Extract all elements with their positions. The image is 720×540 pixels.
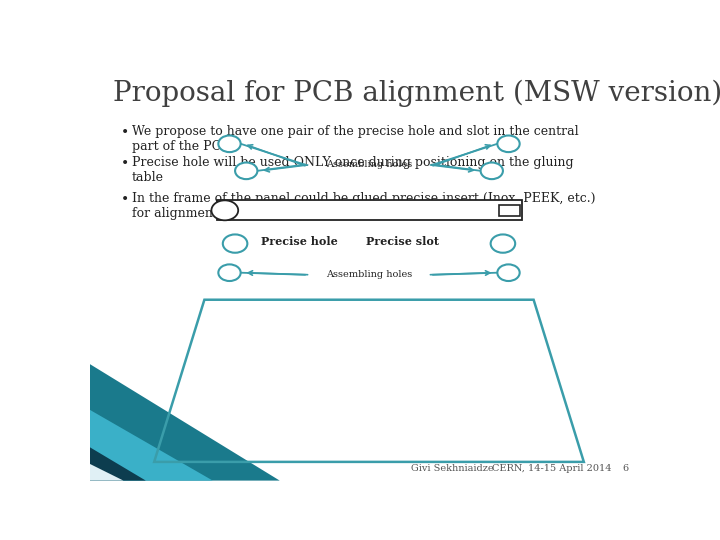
Text: Precise hole will be used ONLY once during positioning on the gluing
table: Precise hole will be used ONLY once duri… (132, 156, 573, 184)
Text: Assembling holes: Assembling holes (326, 160, 412, 169)
Circle shape (218, 136, 240, 152)
Polygon shape (90, 364, 280, 481)
Circle shape (490, 234, 516, 253)
Circle shape (498, 265, 520, 281)
Text: D: D (376, 204, 385, 217)
Circle shape (481, 163, 503, 179)
Text: •: • (121, 156, 129, 170)
Polygon shape (90, 447, 145, 481)
Text: Precise hole: Precise hole (261, 236, 338, 247)
Text: In the frame of the panel could be glued precise insert (Inox, PEEK, etc.)
for a: In the frame of the panel could be glued… (132, 192, 595, 220)
Text: CERN, 14-15 April 2014: CERN, 14-15 April 2014 (492, 464, 611, 473)
Text: We propose to have one pair of the precise hole and slot in the central
part of : We propose to have one pair of the preci… (132, 125, 578, 153)
Text: •: • (121, 192, 129, 206)
Polygon shape (90, 410, 213, 481)
Polygon shape (90, 464, 124, 481)
Text: 6: 6 (622, 464, 629, 473)
Text: Assembling holes: Assembling holes (326, 271, 412, 279)
Bar (499, 205, 521, 216)
Circle shape (218, 265, 240, 281)
Text: •: • (121, 125, 129, 139)
Text: Givi Sekhniaidze: Givi Sekhniaidze (411, 464, 493, 473)
Circle shape (222, 234, 248, 253)
Text: Precise slot: Precise slot (366, 236, 439, 247)
Circle shape (212, 200, 238, 220)
Bar (217, 200, 523, 220)
Text: Proposal for PCB alignment (MSW version): Proposal for PCB alignment (MSW version) (114, 79, 720, 107)
Circle shape (235, 163, 258, 179)
Circle shape (498, 136, 520, 152)
